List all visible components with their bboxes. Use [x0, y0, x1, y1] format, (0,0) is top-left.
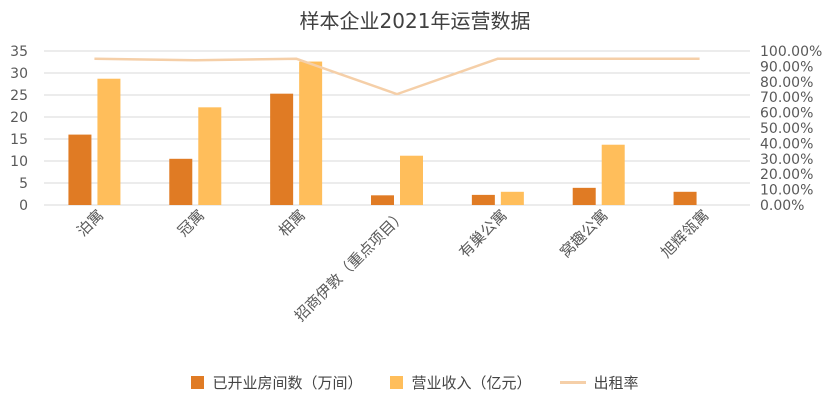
bar-rooms	[371, 195, 394, 205]
legend-item-revenue: 营业收入（亿元）	[390, 372, 531, 393]
right-tick-label: 60.00%	[760, 106, 813, 122]
right-tick-label: 80.00%	[760, 75, 813, 91]
category-label: 有巢公寓	[456, 206, 511, 261]
category-label: 窝趣公寓	[556, 206, 611, 261]
right-tick-label: 70.00%	[760, 90, 813, 106]
bar-revenue	[299, 62, 322, 205]
legend-item-occupancy: 出租率	[560, 372, 639, 393]
category-label: 招商伊敦（重点项目）	[291, 206, 410, 325]
category-label: 泊寓	[73, 206, 107, 240]
legend-label-revenue: 营业收入（亿元）	[411, 372, 531, 393]
category-labels: 泊寓 冠寓 相寓招商伊敦（重点项目） 有巢公寓窝趣公寓旭辉瓴寓	[73, 206, 712, 325]
bar-revenue	[400, 156, 423, 205]
right-tick-label: 100.00%	[760, 44, 822, 60]
left-tick-label: 35	[10, 44, 28, 60]
left-tick-label: 0	[19, 198, 28, 214]
legend-label-rooms: 已开业房间数（万间）	[212, 372, 362, 393]
bar-rooms	[68, 135, 91, 205]
left-tick-label: 10	[10, 154, 28, 170]
left-tick-label: 25	[10, 88, 28, 104]
right-axis-ticks: 0.00%10.00%20.00%30.00%40.00%50.00%60.00…	[760, 44, 822, 214]
right-tick-label: 0.00%	[760, 198, 804, 214]
category-label: 旭辉瓴寓	[657, 206, 712, 261]
legend: 已开业房间数（万间） 营业收入（亿元） 出租率	[0, 370, 830, 394]
legend-swatch-rooms	[191, 376, 204, 389]
right-tick-label: 90.00%	[760, 59, 813, 75]
occupancy-line-path	[94, 59, 699, 94]
right-tick-label: 40.00%	[760, 136, 813, 152]
left-tick-label: 5	[19, 176, 28, 192]
right-tick-label: 20.00%	[760, 167, 813, 183]
bar-revenue	[602, 145, 625, 205]
bar-revenue	[198, 107, 221, 205]
left-tick-label: 30	[10, 66, 28, 82]
occupancy-line	[94, 59, 699, 95]
bar-rooms	[472, 195, 495, 205]
right-tick-label: 30.00%	[760, 152, 813, 168]
chart-title: 样本企业2021年运营数据	[300, 9, 531, 33]
category-label: 相寓	[275, 206, 309, 240]
bar-rooms	[674, 192, 697, 205]
grid-lines	[44, 51, 750, 205]
legend-swatch-revenue	[390, 376, 403, 389]
bar-rooms	[169, 159, 192, 205]
bar-revenue	[97, 79, 120, 205]
legend-item-rooms: 已开业房间数（万间）	[191, 372, 362, 393]
left-tick-label: 20	[10, 110, 28, 126]
bar-rooms	[270, 94, 293, 205]
right-tick-label: 50.00%	[760, 121, 813, 137]
legend-swatch-occupancy	[560, 381, 586, 384]
left-axis-ticks: 0 5 10 15 20 25 30 35	[10, 44, 28, 214]
category-label: 冠寓	[174, 206, 208, 240]
right-tick-label: 10.00%	[760, 183, 813, 199]
legend-label-occupancy: 出租率	[594, 372, 639, 393]
bar-rooms	[573, 188, 596, 205]
left-tick-label: 15	[10, 132, 28, 148]
bar-revenue	[501, 192, 524, 205]
